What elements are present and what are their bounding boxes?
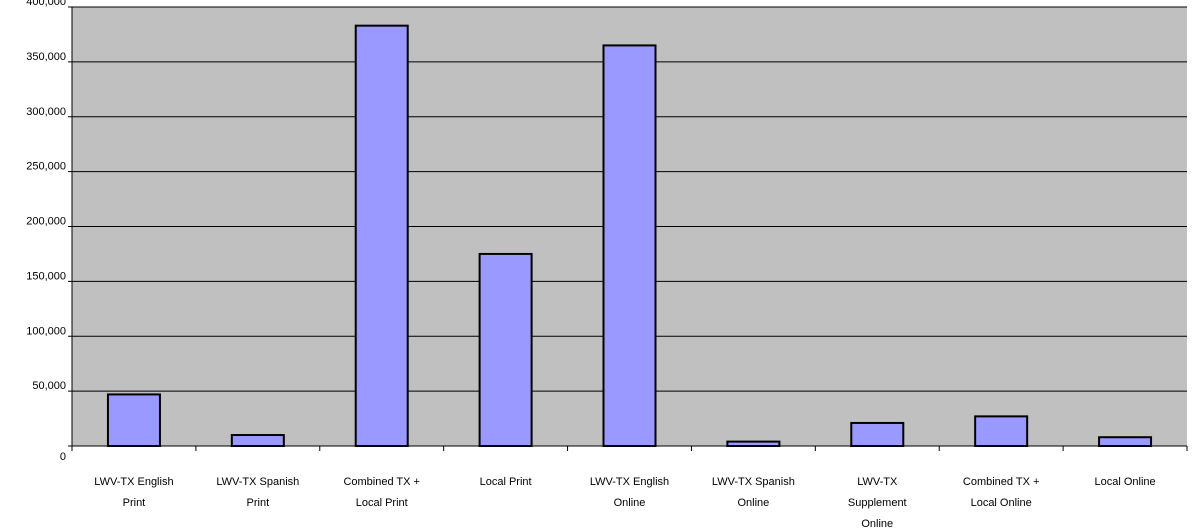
category-label-line: LWV-TX Spanish xyxy=(712,476,795,488)
labels: 0 50,000 100,000 150,000 200,000 250,000 300,0… xyxy=(26,0,1155,530)
bars xyxy=(106,24,1153,448)
bar xyxy=(726,440,781,447)
category-label-line: Print xyxy=(247,497,270,509)
category-label-line: Combined TX + xyxy=(343,476,420,488)
category-label-line: LWV-TX xyxy=(857,476,898,488)
bar xyxy=(106,393,161,448)
y-tick-label: 150,000 xyxy=(26,270,66,282)
category-label-line: LWV-TX English xyxy=(94,476,173,488)
bar xyxy=(850,421,905,448)
bar xyxy=(1098,436,1153,448)
category-label: Combined TX + Local Print xyxy=(343,476,420,509)
y-tick-label: 250,000 xyxy=(26,161,66,173)
category-label-line: LWV-TX English xyxy=(590,476,669,488)
y-tick-label: 400,000 xyxy=(26,0,66,8)
category-label: Local Online xyxy=(1094,476,1155,488)
category-label: LWV-TX English Online xyxy=(590,476,669,509)
bar xyxy=(974,415,1029,447)
category-label-line: Local Print xyxy=(480,476,532,488)
category-label-line: Combined TX + xyxy=(963,476,1040,488)
category-label-line: Local Print xyxy=(356,497,408,509)
category-label: Local Print xyxy=(480,476,532,488)
category-label-line: LWV-TX Spanish xyxy=(216,476,299,488)
bar xyxy=(602,44,657,447)
category-label-line: Print xyxy=(123,497,146,509)
y-tick-label: 300,000 xyxy=(26,106,66,118)
y-tick-label: 200,000 xyxy=(26,216,66,228)
category-label: LWV-TX Spanish Print xyxy=(216,476,299,509)
category-label: Combined TX + Local Online xyxy=(963,476,1040,509)
y-tick-label: 0 xyxy=(60,451,66,463)
bar xyxy=(478,252,533,447)
category-label: LWV-TX English Print xyxy=(94,476,173,509)
category-label-line: Local Online xyxy=(971,497,1032,509)
category-label-line: Online xyxy=(861,518,893,530)
bar xyxy=(354,24,409,447)
category-label-line: Local Online xyxy=(1094,476,1155,488)
category-label-line: Online xyxy=(614,497,646,509)
y-tick-label: 50,000 xyxy=(32,380,66,392)
category-label: LWV-TX Spanish Online xyxy=(712,476,795,509)
bar xyxy=(230,434,285,447)
category-label-line: Online xyxy=(737,497,769,509)
y-tick-label: 350,000 xyxy=(26,51,66,63)
category-label: LWV-TX Supplement Online xyxy=(848,476,907,530)
axes xyxy=(68,6,1188,451)
category-label-line: Supplement xyxy=(848,497,907,509)
y-tick-label: 100,000 xyxy=(26,325,66,337)
